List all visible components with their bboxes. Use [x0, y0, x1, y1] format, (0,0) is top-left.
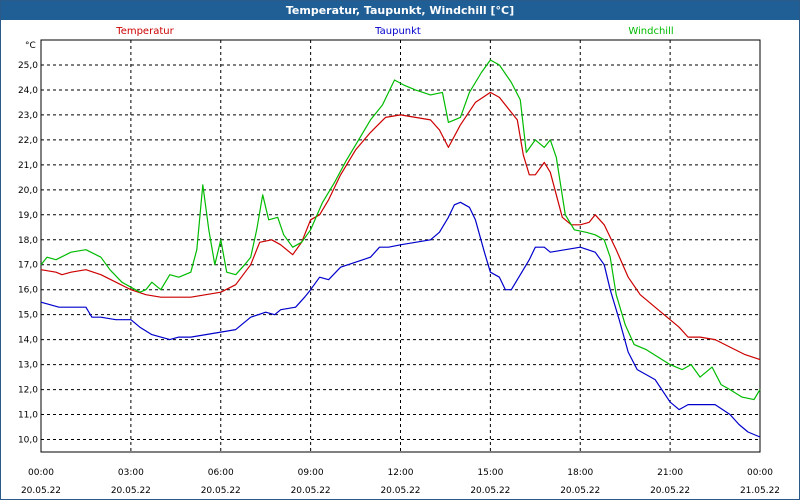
x-tick-date: 20.05.22	[21, 486, 61, 496]
x-tick-date: 20.05.22	[111, 486, 151, 496]
x-tick-time: 00:00	[747, 468, 773, 478]
y-tick-label: 24,0	[18, 86, 38, 96]
y-tick-label: 13,0	[18, 361, 38, 371]
series-line-temperatur	[40, 91, 761, 361]
y-tick-label: 20,0	[18, 186, 38, 196]
x-tick-date: 20.05.22	[201, 486, 241, 496]
x-tick-time: 03:00	[118, 468, 144, 478]
y-tick-label: 10,0	[18, 436, 38, 446]
legend-item-windchill: Windchill	[628, 26, 673, 37]
y-tick-label: 21,0	[18, 161, 38, 171]
grid-lines	[41, 40, 760, 452]
x-tick-date: 20.05.22	[291, 486, 331, 496]
y-tick-label: 18,0	[18, 236, 38, 246]
y-tick-labels: 10,0 11,0 12,0 13,0 14,0 15,0 16,0 17,0 18,0 19,0…	[18, 61, 38, 446]
x-tick-date: 20.05.22	[560, 486, 600, 496]
x-tick-time: 12:00	[388, 468, 414, 478]
series-line-taupunkt	[40, 201, 761, 438]
y-tick-label: 22,0	[18, 136, 38, 146]
x-tick-date: 20.05.22	[650, 486, 690, 496]
y-tick-label: 14,0	[18, 336, 38, 346]
legend-item-taupunkt: Taupunkt	[374, 26, 421, 37]
y-tick-label: 11,0	[18, 411, 38, 421]
x-tick-time: 00:00	[28, 468, 54, 478]
line-chart: 10,0 11,0 12,0 13,0 14,0 15,0 16,0 17,0 18,0 19,0…	[1, 20, 799, 499]
plot-frame	[40, 39, 761, 453]
x-tick-time: 15:00	[477, 468, 503, 478]
y-tick-label: 25,0	[18, 61, 38, 71]
x-tick-date: 20.05.22	[470, 486, 510, 496]
legend-item-temperatur: Temperatur	[115, 26, 174, 37]
y-tick-label: 16,0	[18, 286, 38, 296]
y-tick-label: 23,0	[18, 111, 38, 121]
x-tick-date: 20.05.22	[380, 486, 420, 496]
window-title: Temperatur, Taupunkt, Windchill [°C]	[1, 1, 799, 20]
x-tick-labels: 00:00 20.05.22 03:00 20.05.22 06:00 20.05.22 0…	[21, 468, 780, 496]
x-tick-date: 21.05.22	[740, 486, 780, 496]
x-tick-time: 21:00	[657, 468, 683, 478]
legend: Temperatur Taupunkt Windchill	[115, 26, 673, 37]
y-tick-label: 19,0	[18, 211, 38, 221]
y-axis-unit: °C	[25, 41, 36, 51]
y-tick-label: 12,0	[18, 386, 38, 396]
x-tick-time: 09:00	[298, 468, 324, 478]
x-tick-time: 18:00	[567, 468, 593, 478]
x-tick-time: 06:00	[208, 468, 234, 478]
series-lines	[40, 59, 761, 438]
chart-background	[1, 20, 799, 499]
y-tick-label: 15,0	[18, 311, 38, 321]
y-tick-label: 17,0	[18, 261, 38, 271]
series-line-windchill	[40, 59, 761, 401]
